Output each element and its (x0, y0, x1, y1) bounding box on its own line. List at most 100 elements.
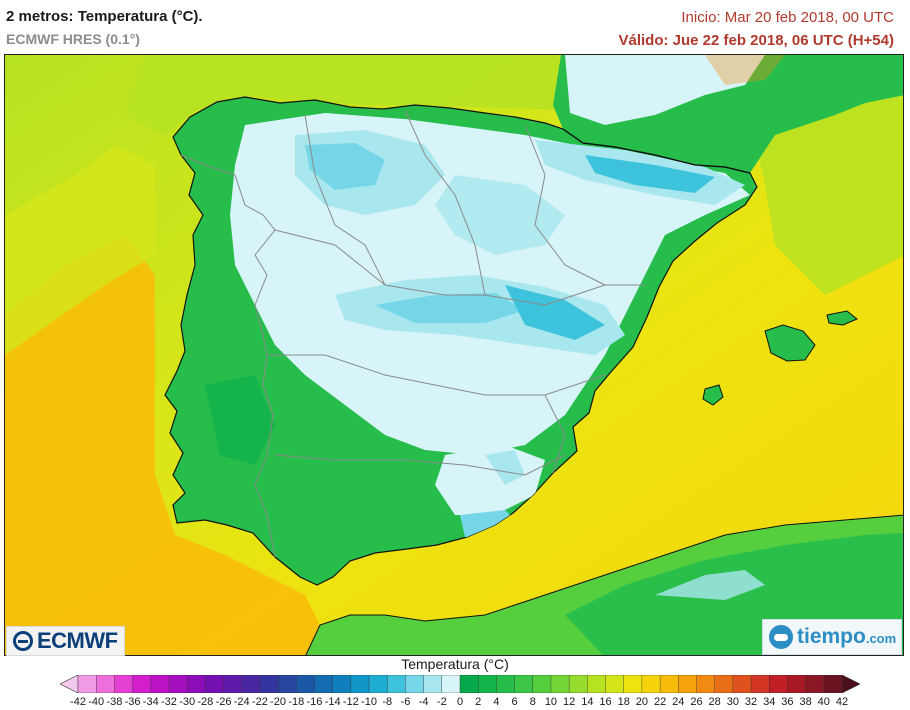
temperature-map[interactable] (4, 54, 904, 656)
scale-swatch (368, 675, 388, 693)
scale-swatch (150, 675, 170, 693)
scale-max-arrow (841, 675, 860, 693)
scale-label: 10 (544, 696, 558, 708)
scale-label: 32 (744, 696, 758, 708)
scale-label: 26 (690, 696, 703, 708)
scale-label: -4 (418, 696, 429, 708)
scale-label: -22 (251, 696, 268, 708)
atlas-cold-spot (655, 570, 765, 600)
scale-swatch (659, 675, 679, 693)
scale-swatch (259, 675, 279, 693)
scale-label: -8 (382, 696, 393, 708)
scale-swatch (332, 675, 352, 693)
scale-label: 40 (817, 696, 830, 708)
scale-swatch (605, 675, 625, 693)
valid-time: Válido: Jue 22 feb 2018, 06 UTC (H+54) (618, 32, 894, 49)
scale-swatch (168, 675, 188, 693)
scale-label: -42 (70, 696, 86, 708)
scale-label: 42 (835, 696, 849, 708)
scale-swatch (77, 675, 97, 693)
ecmwf-emblem-icon (13, 631, 33, 651)
scale-label: 16 (599, 696, 612, 708)
scale-swatch (423, 675, 443, 693)
scale-swatch (132, 675, 152, 693)
scale-swatch (477, 675, 497, 693)
scale-swatch (496, 675, 516, 693)
map-title: 2 metros: Temperatura (°C). (6, 8, 203, 25)
scale-swatch (441, 675, 461, 693)
pyrenees-border (562, 128, 751, 174)
scale-label: 6 (511, 696, 518, 708)
scale-swatch (532, 675, 552, 693)
scale-label: -26 (215, 696, 232, 708)
africa-coast (305, 514, 903, 655)
temperature-scale-labels: -42 -40 -38 -36 -34 -32 -30 -28 -26 -24 -22 -20 -18-… (0, 696, 910, 710)
scale-swatch (459, 675, 479, 693)
scale-label: 28 (708, 696, 721, 708)
scale-swatch (314, 675, 334, 693)
scale-label: 12 (563, 696, 576, 708)
regional-borders (180, 109, 645, 558)
scale-label: 0 (456, 696, 464, 708)
scale-label: -2 (436, 696, 447, 708)
scale-swatch (205, 675, 225, 693)
scale-swatch (750, 675, 770, 693)
scale-label: -12 (342, 696, 359, 708)
scale-label: -18 (288, 696, 305, 708)
scale-label: -10 (361, 696, 377, 708)
scale-swatch (95, 675, 115, 693)
init-time: Inicio: Mar 20 feb 2018, 00 UTC (681, 9, 894, 26)
scale-swatch (186, 675, 206, 693)
scale-swatch (223, 675, 243, 693)
scale-label: -40 (88, 696, 105, 708)
scale-label: -36 (124, 696, 141, 708)
scale-swatch (114, 675, 134, 693)
ecmwf-logo: ECMWF (6, 626, 125, 656)
scale-swatch (568, 675, 588, 693)
scale-swatch (350, 675, 370, 693)
scale-label: 14 (581, 696, 594, 708)
tiempo-logo[interactable]: tiempo.com (762, 619, 902, 655)
scale-label: 38 (799, 696, 812, 708)
menorca-island (826, 310, 858, 326)
scale-swatch (296, 675, 315, 693)
scale-label: 20 (635, 696, 649, 708)
scale-label: 18 (617, 696, 630, 708)
scale-swatch (514, 675, 534, 693)
cold-interior (185, 113, 750, 543)
scale-label: -6 (400, 696, 411, 708)
scale-swatch (769, 675, 788, 693)
scale-min-arrow (60, 675, 79, 693)
scale-label: -16 (306, 696, 323, 708)
scale-swatch (387, 675, 406, 693)
atlantic-warm-sea (5, 235, 335, 655)
scale-label: 4 (493, 696, 500, 708)
atlantic-mid-sea (5, 145, 155, 355)
scale-swatch (732, 675, 752, 693)
scale-label: -24 (233, 696, 250, 708)
scale-swatch (405, 675, 425, 693)
mallorca-island (764, 324, 816, 362)
scale-label: 22 (653, 696, 667, 708)
scale-label: 30 (726, 696, 739, 708)
france-warm-spot (705, 55, 785, 85)
scale-label: -32 (160, 696, 177, 708)
scale-swatch (823, 675, 843, 693)
scale-label: -30 (179, 696, 196, 708)
cloud-icon (769, 625, 793, 649)
ecmwf-logo-text: ECMWF (37, 628, 118, 653)
scale-label: 36 (781, 696, 794, 708)
scale-label: 34 (763, 696, 776, 708)
scale-swatch (696, 675, 716, 693)
scale-label: 2 (475, 696, 482, 708)
scale-swatch (641, 675, 661, 693)
scale-swatch (550, 675, 570, 693)
scale-swatch (787, 675, 807, 693)
scale-swatch (714, 675, 734, 693)
scale-label: -14 (324, 696, 341, 708)
scale-label: 24 (672, 696, 685, 708)
scale-label: 8 (529, 696, 536, 708)
ibiza-island (702, 384, 724, 406)
scale-label: -38 (106, 696, 123, 708)
scale-label: -20 (270, 696, 287, 708)
